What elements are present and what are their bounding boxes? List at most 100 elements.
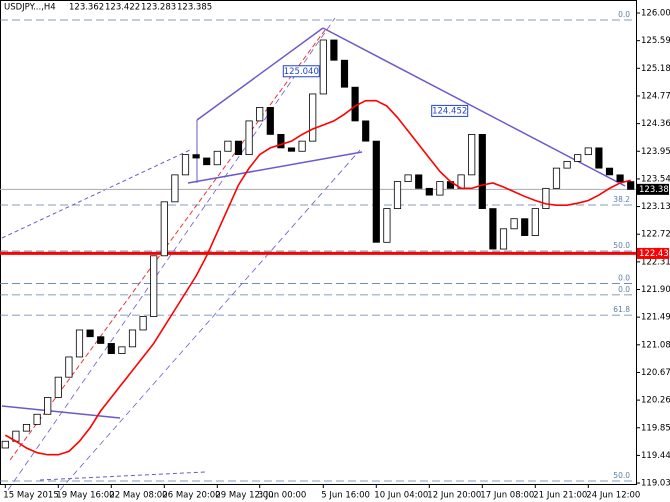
symbol: USDJPY...,H4 [4, 3, 56, 13]
price-tag-label: 123.385 [639, 185, 670, 195]
fib-label: 50.0 [613, 471, 630, 480]
x-tick-label: 12 Jun 20:00 [427, 491, 481, 501]
candle-body [415, 174, 423, 189]
candle-body [234, 140, 243, 156]
candle-body [542, 187, 550, 209]
candle-body [584, 147, 592, 156]
candle-body [605, 167, 614, 176]
price-tag-label: 122.435 [639, 249, 670, 259]
fib-label: 0.0 [618, 273, 630, 282]
y-tick-label: 120.260 [641, 396, 670, 406]
candle-body [510, 218, 518, 230]
candle-body [521, 218, 529, 236]
candle-body [97, 336, 105, 344]
trend-line [7, 17, 336, 491]
candle-body [150, 255, 158, 317]
y-tick-label: 123.540 [641, 174, 670, 184]
candle-body [404, 174, 412, 183]
candle-body [436, 181, 444, 196]
candle-body [277, 134, 285, 149]
candle-body [107, 343, 115, 354]
moving-average [4, 99, 631, 456]
price-tag [637, 183, 669, 195]
candle-body [499, 228, 508, 250]
trend-line [187, 151, 363, 184]
candle-body [160, 201, 168, 257]
candles [1, 39, 635, 449]
fib-label: 38.2 [613, 195, 630, 204]
y-tick-label: 121.490 [641, 313, 670, 323]
candle-body [54, 376, 62, 398]
trend-line [1, 405, 121, 419]
fib-label: 0.0 [618, 10, 630, 19]
candle-body [213, 150, 221, 166]
candle-body [33, 413, 41, 425]
candle-body [65, 356, 73, 378]
candle-body [256, 107, 264, 122]
candle-body [266, 107, 274, 135]
x-tick-label: 3 Jun 00:00 [258, 491, 307, 501]
x-tick-label: 15 May 2015 [3, 491, 58, 501]
candle-body [181, 154, 190, 176]
candle-body [203, 157, 211, 166]
candle-body [340, 59, 349, 88]
x-tick-label: 26 May 20:00 [162, 491, 220, 501]
candle-body [531, 208, 539, 236]
ohlc-close: 123.385 [177, 3, 212, 13]
annotation-box [431, 104, 469, 117]
candle-body [552, 167, 561, 189]
y-tick-label: 122.720 [641, 230, 670, 240]
y-tick-label: 121.080 [641, 340, 670, 350]
ohlc-low: 123.283 [141, 3, 176, 13]
x-tick-label: 21 Jun 21:00 [533, 491, 587, 501]
candle-body [139, 316, 147, 331]
candle-body [192, 154, 200, 159]
ohlc-open: 123.362 [69, 3, 104, 13]
x-tick-label: 17 Jun 08:00 [480, 491, 534, 501]
trend-line [59, 149, 361, 491]
candle-body [393, 181, 402, 209]
candle-body [627, 181, 635, 190]
candle-body [330, 39, 338, 61]
candle-body [319, 39, 327, 95]
candle-body [425, 187, 433, 196]
candle-body [309, 93, 317, 142]
candle-body [22, 423, 31, 432]
candle-body [595, 147, 603, 169]
candle-body [468, 134, 476, 176]
y-tick-label: 124.360 [641, 119, 670, 129]
x-tick-label: 5 Jun 16:00 [321, 491, 370, 501]
annotation-label: 125.040 [284, 67, 319, 77]
x-tick-label: 22 May 08:00 [109, 491, 167, 501]
candle-body [489, 208, 497, 250]
candle-body [44, 397, 52, 415]
y-tick-label: 119.030 [641, 479, 670, 489]
y-tick-label: 122.310 [641, 257, 670, 267]
candle-body [478, 134, 486, 209]
y-tick-label: 123.130 [641, 202, 670, 212]
y-tick-label: 120.670 [641, 368, 670, 378]
candle-body [75, 329, 84, 358]
candle-body [298, 140, 306, 152]
x-tick-label: 10 Jun 04:00 [374, 491, 428, 501]
annotation-label: 124.452 [432, 106, 467, 116]
candle-body [224, 140, 232, 152]
y-tick-label: 119.850 [641, 423, 670, 433]
y-tick-label: 119.440 [641, 451, 670, 461]
candle-body [372, 140, 380, 243]
y-tick-label: 126.000 [641, 9, 670, 19]
price-tag [637, 247, 669, 259]
candle-body [245, 120, 253, 156]
candle-body [1, 440, 9, 449]
candle-body [86, 329, 94, 338]
ohlc-high: 123.422 [105, 3, 140, 13]
y-tick-label: 123.950 [641, 147, 670, 157]
candle-body [563, 160, 571, 169]
candle-body [574, 154, 582, 162]
fib-label: 0.0 [618, 285, 630, 294]
trend-line [196, 27, 324, 121]
y-tick-label: 124.770 [641, 91, 670, 101]
candle-body [383, 208, 391, 243]
x-tick-label: 19 May 16:00 [56, 491, 114, 501]
candle-body [287, 147, 296, 152]
